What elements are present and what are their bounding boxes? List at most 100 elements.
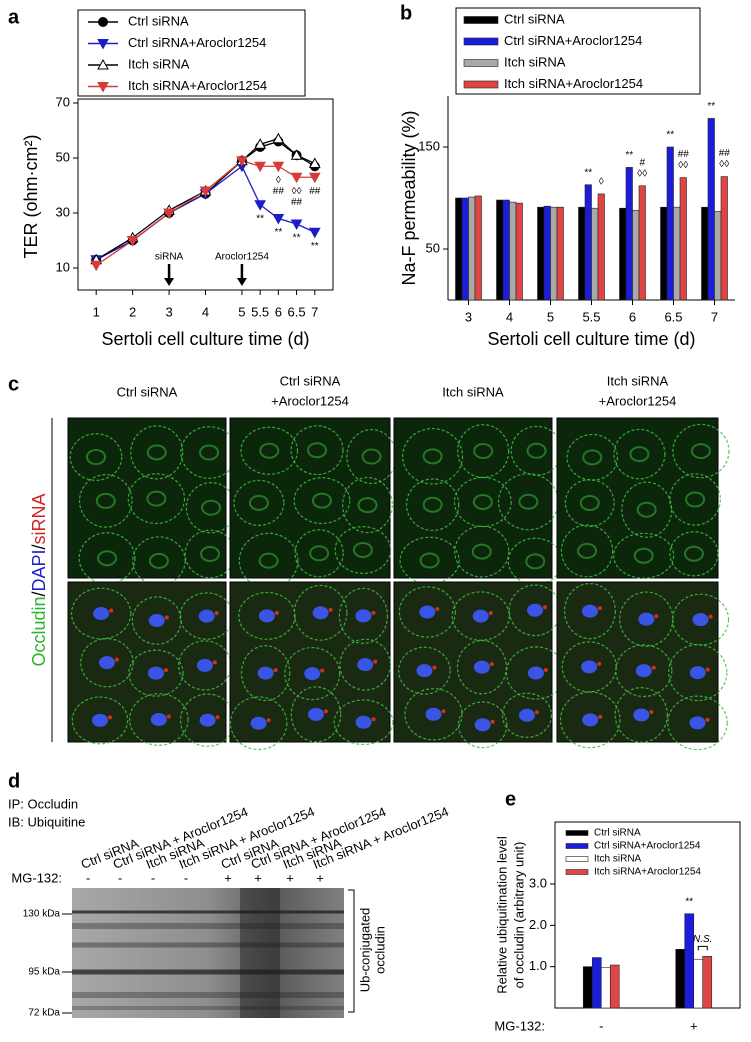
- significance-label: **: [707, 101, 715, 112]
- mg132-sign: +: [316, 870, 324, 885]
- perinuclear-stain: [471, 543, 492, 560]
- bar: [684, 913, 695, 1009]
- cell-border: [672, 423, 730, 479]
- perinuclear-stain: [579, 494, 600, 511]
- significance-label: ◊: [599, 177, 604, 188]
- x-axis-title: MG-132:: [494, 1018, 545, 1033]
- panel-label: e: [505, 788, 516, 810]
- legend-label: Ctrl siRNA+Aroclor1254: [504, 33, 642, 48]
- point: [236, 156, 248, 167]
- sirna-dot: [323, 709, 328, 714]
- sirna-dot: [107, 715, 112, 720]
- perinuclear-stain: [259, 442, 280, 459]
- significance-label: ◊◊: [292, 186, 302, 197]
- perinuclear-stain: [307, 442, 328, 459]
- nucleus: [419, 605, 436, 619]
- perinuclear-stain: [633, 547, 654, 564]
- nucleus: [474, 718, 491, 732]
- cell-border: [456, 639, 507, 695]
- blot-band: [72, 992, 344, 998]
- micrograph: [393, 581, 566, 749]
- legend-swatch: [565, 843, 589, 849]
- ib-label: IB: Ubiquitine: [8, 814, 85, 829]
- nucleus: [147, 666, 164, 680]
- cell-border: [80, 637, 134, 688]
- bar: [474, 195, 482, 301]
- row-label: Occludin/DAPI/siRNA: [29, 493, 49, 666]
- significance-label: **: [666, 130, 674, 141]
- perinuclear-stain: [577, 542, 598, 559]
- sirna-dot: [708, 614, 713, 619]
- mg132-sign: -: [86, 870, 90, 885]
- cell-border: [451, 591, 510, 641]
- event-label: Aroclor1254: [215, 252, 269, 263]
- point: [97, 39, 109, 50]
- bar: [600, 967, 611, 1009]
- row-label-part: /: [29, 544, 49, 549]
- ip-label: IP: Occludin: [8, 796, 78, 811]
- significance-label: **: [584, 167, 592, 178]
- blot-smear: [240, 888, 280, 1018]
- point: [98, 17, 108, 27]
- nucleus: [250, 716, 267, 730]
- cell-border: [70, 587, 132, 640]
- legend-swatch: [463, 80, 499, 89]
- perinuclear-stain: [422, 448, 443, 465]
- sirna-dot: [649, 709, 654, 714]
- significance-label: **: [685, 896, 693, 907]
- sirna-dot: [488, 611, 493, 616]
- legend-label: Itch siRNA: [504, 54, 566, 69]
- bar: [632, 209, 640, 301]
- nucleus: [150, 712, 167, 726]
- perinuclear-stain: [95, 492, 116, 509]
- sirna-dot: [441, 709, 446, 714]
- point: [272, 132, 285, 144]
- perinuclear-stain: [629, 446, 650, 463]
- sirna-dot: [109, 608, 114, 613]
- perinuclear-stain: [683, 545, 704, 562]
- sirna-dot: [320, 668, 325, 673]
- panel-label: d: [8, 770, 20, 792]
- perinuclear-stain: [200, 545, 221, 562]
- cell-border: [69, 433, 123, 481]
- sirna-dot: [543, 667, 548, 672]
- sirna-dot: [598, 714, 603, 719]
- bar: [597, 193, 605, 301]
- perinuclear-stain: [361, 448, 382, 465]
- y-tick-label: 150: [418, 138, 440, 153]
- significance-label: ◊: [276, 175, 281, 186]
- nucleus: [527, 666, 544, 680]
- micrograph: [67, 581, 236, 747]
- perinuclear-stain: [199, 444, 220, 461]
- nucleus: [357, 658, 374, 672]
- cell-border: [128, 649, 184, 697]
- cell-border: [294, 529, 344, 578]
- perinuclear-stain: [258, 552, 279, 569]
- cell-border: [621, 481, 673, 538]
- bar: [707, 118, 715, 301]
- significance-label: **: [293, 233, 301, 244]
- cell-border: [132, 536, 186, 586]
- y-axis-title: of occludin (arbitrary unit): [511, 842, 526, 989]
- sirna-dot: [166, 714, 171, 719]
- cell-border: [501, 692, 553, 738]
- bracket-label: Ub-conjugated: [357, 908, 372, 993]
- sirna-dot: [371, 717, 376, 722]
- point: [290, 149, 303, 160]
- nucleus: [635, 664, 652, 678]
- nucleus: [582, 713, 599, 727]
- x-tick-label: 4: [506, 309, 513, 324]
- legend-label: Ctrl siRNA: [504, 11, 565, 26]
- point: [163, 208, 175, 220]
- y-tick-label: 50: [426, 240, 440, 255]
- y-tick-label: 30: [56, 204, 70, 219]
- sirna-dot: [215, 715, 220, 720]
- cell-border: [238, 532, 299, 589]
- x-tick-label: 3: [465, 309, 472, 324]
- cell-border: [559, 691, 621, 749]
- point: [290, 172, 303, 184]
- column-header: +Aroclor1254: [599, 393, 677, 408]
- cell-border: [457, 424, 510, 479]
- point: [308, 172, 321, 184]
